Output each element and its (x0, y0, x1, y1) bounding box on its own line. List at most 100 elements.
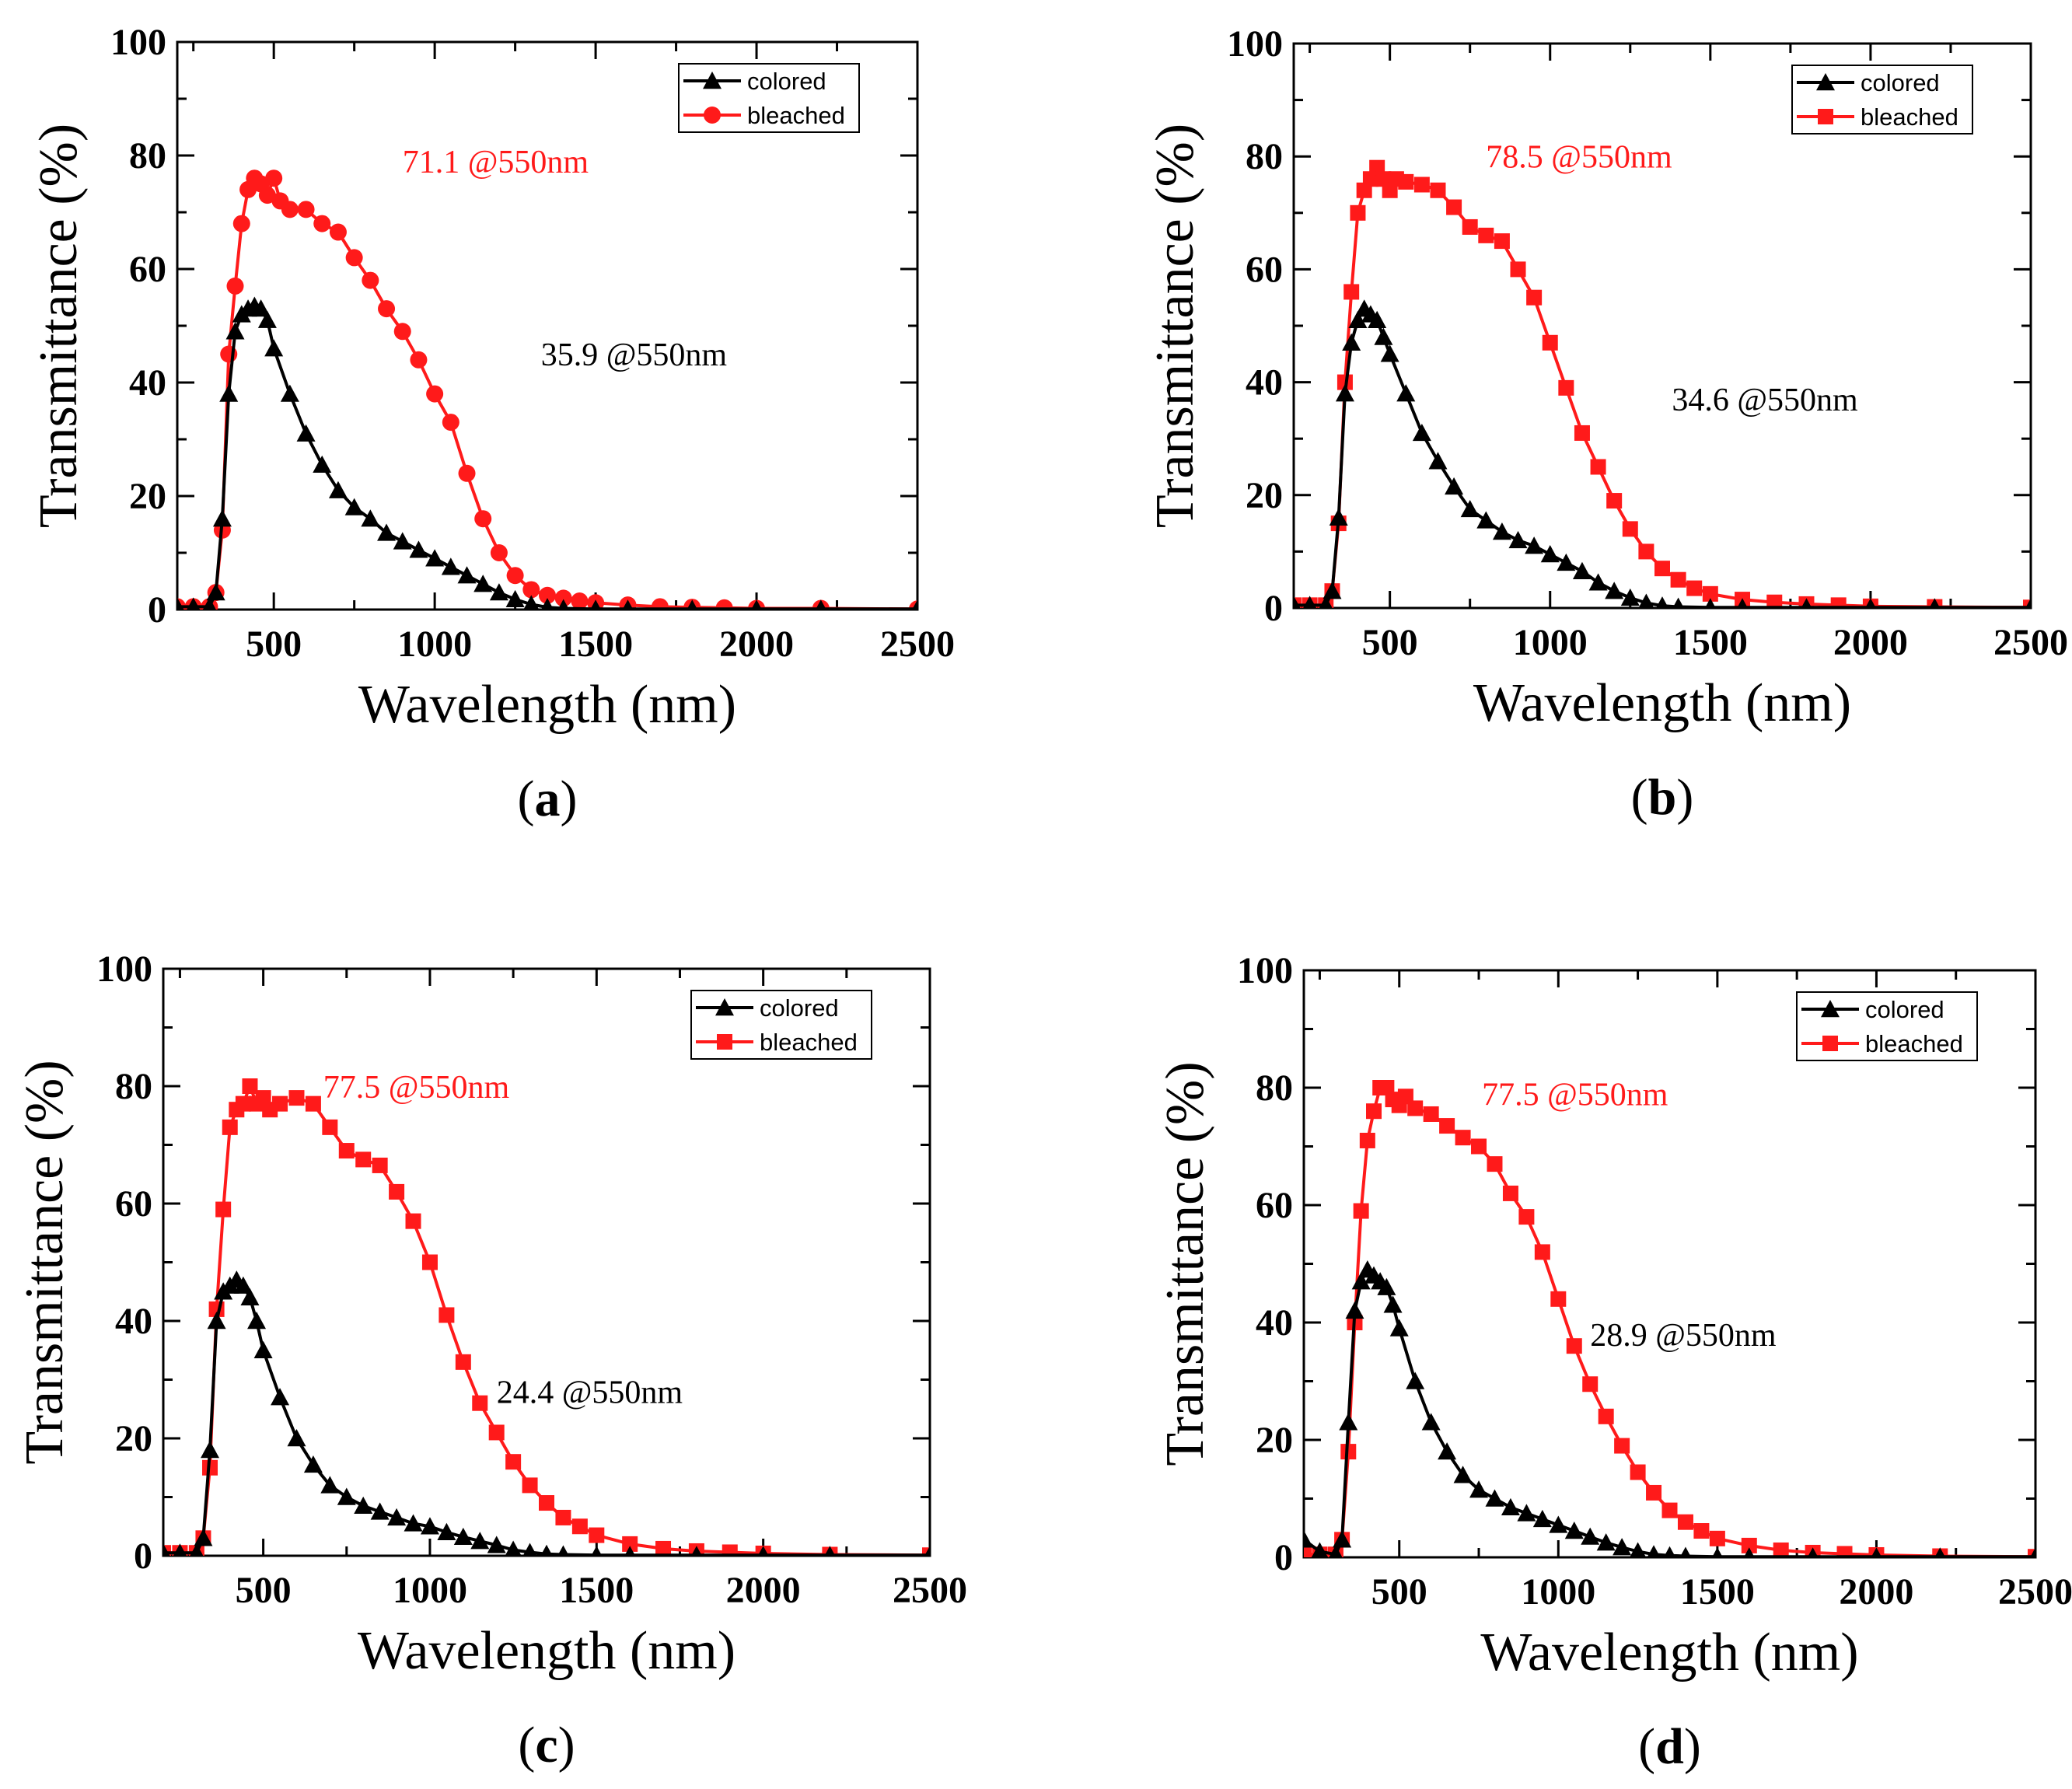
data-point-colored (264, 339, 284, 357)
data-point-colored (1865, 598, 1876, 608)
data-point-colored (453, 1527, 473, 1546)
data-point-bleached (265, 169, 283, 187)
x-tick-label: 1500 (559, 1570, 634, 1611)
data-point-bleached (322, 1119, 338, 1135)
data-point-bleached (1830, 597, 1847, 608)
data-point-colored (1929, 598, 1941, 608)
data-point-bleached (922, 1547, 930, 1556)
data-point-colored (303, 1455, 323, 1473)
data-point-bleached (722, 1544, 738, 1556)
x-tick-label: 1000 (393, 1570, 467, 1611)
data-point-colored (1743, 1547, 1755, 1557)
panel-label-part: ( (1638, 1718, 1655, 1775)
data-point-colored (1329, 508, 1348, 526)
data-point-colored (1588, 573, 1608, 591)
x-tick-label: 1500 (558, 624, 633, 665)
data-point-colored (540, 1544, 553, 1556)
data-point-bleached (258, 187, 276, 204)
data-point-bleached (288, 1090, 305, 1106)
legend: colored bleached (678, 63, 860, 133)
data-point-colored (557, 599, 569, 610)
data-point-bleached (555, 1509, 571, 1525)
data-point-bleached (1398, 173, 1414, 190)
data-point-bleached (455, 1354, 471, 1370)
x-tick-label: 2000 (1833, 622, 1908, 663)
data-point-bleached (1598, 1408, 1614, 1424)
legend-label-bleached: bleached (1865, 1030, 1963, 1057)
data-point-bleached (1502, 1185, 1518, 1201)
data-point-colored (1438, 1442, 1457, 1460)
x-tick-label: 500 (1371, 1571, 1427, 1613)
annotation-bleached: 77.5 @550nm (1482, 1078, 1668, 1113)
legend: colored bleached (690, 990, 872, 1060)
x-tick-label: 500 (236, 1570, 292, 1611)
data-point-colored (163, 1543, 170, 1556)
data-point-colored (1492, 522, 1511, 540)
x-tick-label: 2500 (893, 1570, 967, 1611)
data-point-bleached (1304, 1546, 1312, 1557)
data-point-bleached (1574, 425, 1590, 441)
data-point-colored (207, 1312, 226, 1330)
data-point-colored (1532, 1509, 1552, 1528)
panel-label-part: d (1655, 1718, 1684, 1775)
legend-marker-bleached (704, 107, 721, 124)
x-tick-label: 2500 (1998, 1571, 2072, 1613)
data-point-colored (1655, 596, 1669, 608)
data-point-bleached (1487, 1156, 1503, 1172)
data-point-bleached (505, 1454, 522, 1470)
data-point-bleached (571, 592, 589, 610)
legend: colored bleached (1791, 65, 1973, 135)
chart-svg-b: 500 1000 1500 2000 2500 0 20 40 60 80 100 Wavelengt… (1145, 23, 2068, 826)
data-point-colored (1311, 1542, 1329, 1557)
data-point-bleached (272, 1095, 288, 1112)
data-point-colored (233, 1276, 253, 1294)
data-point-colored (1540, 545, 1560, 563)
data-point-colored (622, 599, 634, 610)
data-point-bleached (1407, 1100, 1424, 1116)
data-point-bleached (362, 271, 379, 289)
data-point-bleached (393, 323, 411, 341)
data-point-colored (253, 1340, 273, 1358)
data-point-colored (219, 384, 239, 402)
data-point-colored (470, 1532, 490, 1550)
data-point-colored (1663, 1546, 1676, 1557)
data-point-colored (1704, 598, 1716, 608)
y-tick-label: 80 (115, 1066, 152, 1107)
data-point-colored (354, 1496, 373, 1515)
data-point-bleached (410, 351, 428, 369)
data-point-bleached (1462, 218, 1478, 235)
data-point-bleached (1526, 289, 1543, 306)
data-point-colored (1453, 1466, 1473, 1483)
y-tick-label: 0 (148, 589, 166, 631)
data-point-colored (1333, 1530, 1352, 1548)
data-point-bleached (472, 1395, 488, 1411)
data-point-colored (1460, 499, 1480, 518)
data-point-bleached (1622, 521, 1638, 537)
data-point-bleached (488, 1424, 505, 1441)
data-point-bleached (235, 1095, 251, 1112)
data-point-colored (1383, 1295, 1403, 1313)
panel-label-part: ) (1676, 769, 1693, 826)
data-point-bleached (1294, 597, 1302, 608)
data-point-bleached (506, 567, 524, 585)
data-point-colored (1377, 1277, 1396, 1295)
chart-panel-a: 500 1000 1500 2000 2500 0 20 40 60 80 100 Wavelengt… (0, 0, 1036, 894)
data-point-colored (1807, 1547, 1819, 1557)
data-point-bleached (421, 1254, 438, 1270)
data-point-colored (824, 1546, 836, 1556)
data-point-colored (361, 509, 380, 527)
data-point-colored (687, 599, 698, 610)
data-point-colored (557, 1545, 569, 1556)
data-point-bleached (1630, 1464, 1646, 1480)
panel-label-part: ( (518, 770, 535, 827)
data-point-bleached (405, 1213, 421, 1229)
legend: colored bleached (1796, 991, 1978, 1061)
data-point-bleached (554, 589, 572, 607)
data-point-colored (1525, 536, 1544, 554)
data-point-colored (296, 424, 316, 442)
data-point-colored (1389, 1319, 1409, 1337)
data-point-bleached (1670, 571, 1686, 588)
y-tick-label: 80 (1246, 136, 1283, 177)
annotation-colored: 24.4 @550nm (497, 1375, 683, 1411)
data-point-colored (1871, 1547, 1882, 1557)
